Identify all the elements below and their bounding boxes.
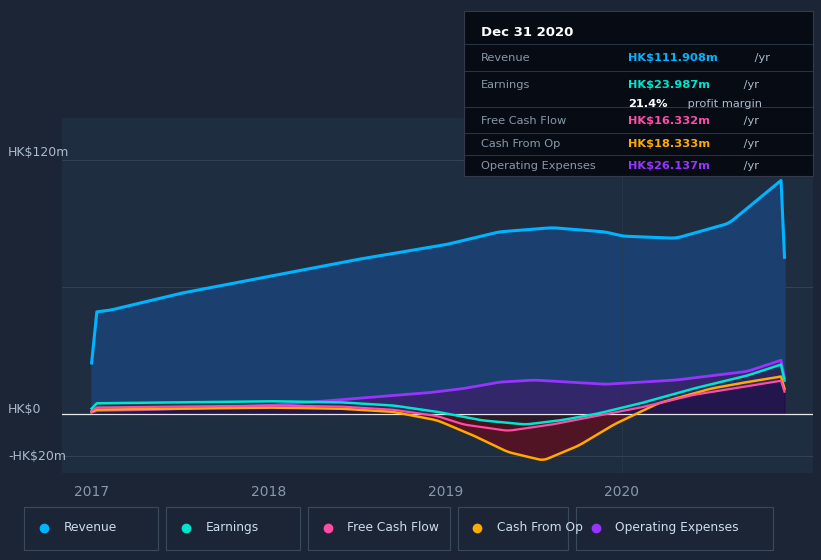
Text: /yr: /yr: [740, 80, 759, 90]
Text: /yr: /yr: [740, 161, 759, 171]
Text: Revenue: Revenue: [481, 53, 531, 63]
Text: Earnings: Earnings: [205, 521, 259, 534]
Text: 21.4%: 21.4%: [628, 99, 667, 109]
Text: HK$0: HK$0: [8, 403, 42, 416]
Text: HK$120m: HK$120m: [8, 146, 70, 159]
Text: profit margin: profit margin: [684, 99, 762, 109]
Text: Earnings: Earnings: [481, 80, 530, 90]
Text: Cash From Op: Cash From Op: [481, 139, 561, 149]
Text: /yr: /yr: [740, 139, 759, 149]
Text: HK$16.332m: HK$16.332m: [628, 116, 710, 126]
Text: Operating Expenses: Operating Expenses: [616, 521, 739, 534]
Text: HK$18.333m: HK$18.333m: [628, 139, 710, 149]
Text: HK$23.987m: HK$23.987m: [628, 80, 710, 90]
Text: Cash From Op: Cash From Op: [498, 521, 583, 534]
Text: HK$26.137m: HK$26.137m: [628, 161, 709, 171]
Text: Revenue: Revenue: [64, 521, 117, 534]
Text: -HK$20m: -HK$20m: [8, 450, 67, 463]
Text: Dec 31 2020: Dec 31 2020: [481, 26, 574, 39]
Text: HK$111.908m: HK$111.908m: [628, 53, 718, 63]
Text: Free Cash Flow: Free Cash Flow: [481, 116, 566, 126]
Text: Operating Expenses: Operating Expenses: [481, 161, 596, 171]
Text: /yr: /yr: [750, 53, 769, 63]
Text: Free Cash Flow: Free Cash Flow: [347, 521, 439, 534]
Text: /yr: /yr: [740, 116, 759, 126]
